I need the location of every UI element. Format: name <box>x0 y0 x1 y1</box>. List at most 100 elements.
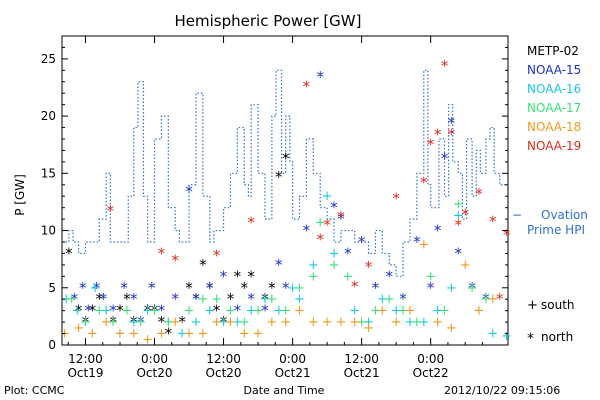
x-axis-label: Date and Time <box>244 384 325 397</box>
data-point: + <box>349 304 360 319</box>
data-point: * <box>213 247 221 265</box>
legend-entry: METP-02 <box>527 44 579 58</box>
data-point: * <box>130 313 138 331</box>
data-point: + <box>294 304 305 319</box>
data-point: + <box>66 292 77 307</box>
data-point: + <box>322 315 333 330</box>
x-tick-label-date: Oct21 <box>275 366 311 380</box>
data-point: + <box>218 315 229 330</box>
data-point: * <box>96 290 104 308</box>
data-point: + <box>384 292 395 307</box>
legend-entry: NOAA-17 <box>527 101 581 115</box>
data-point: + <box>377 304 388 319</box>
data-point: + <box>501 329 512 344</box>
x-tick-label-date: Oct21 <box>344 366 380 380</box>
data-point: * <box>178 313 186 331</box>
data-point: * <box>171 251 179 269</box>
data-point: * <box>109 313 117 331</box>
data-point: * <box>130 290 138 308</box>
data-point: * <box>337 208 345 226</box>
data-point: + <box>280 315 291 330</box>
data-point: * <box>84 302 92 320</box>
data-point: * <box>123 290 131 308</box>
y-tick-label: 10 <box>41 224 56 238</box>
data-point: * <box>206 279 214 297</box>
data-point: * <box>100 290 108 308</box>
data-point: * <box>344 244 352 262</box>
data-point: + <box>363 321 374 336</box>
data-point: * <box>461 206 469 224</box>
series-noaa-16: +++++++++++++ ++++++++++++++ ++++++ + <box>61 189 512 344</box>
data-point: + <box>411 315 422 330</box>
data-point: + <box>184 327 195 342</box>
data-point: * <box>448 114 456 132</box>
data-point: * <box>434 125 442 143</box>
data-point: * <box>303 77 311 95</box>
data-point: + <box>425 269 436 284</box>
data-point: + <box>211 315 222 330</box>
data-point: + <box>398 304 409 319</box>
data-point: * <box>316 231 324 249</box>
data-point: * <box>227 290 235 308</box>
series-noaa-15: ************************************** <box>71 68 490 331</box>
data-points: ********** ******************************… <box>59 57 512 348</box>
x-tick-label-time: 12:00 <box>206 352 241 366</box>
data-point: + <box>156 327 167 342</box>
data-point: + <box>190 315 201 330</box>
data-point: + <box>480 292 491 307</box>
data-point: + <box>308 315 319 330</box>
data-point: + <box>322 189 333 204</box>
data-point: + <box>329 246 340 261</box>
data-point: + <box>308 258 319 273</box>
data-point: * <box>247 290 255 308</box>
data-point: * <box>496 290 504 308</box>
data-point: + <box>184 304 195 319</box>
data-point: * <box>151 302 159 320</box>
data-point: + <box>225 315 236 330</box>
data-point: + <box>149 304 160 319</box>
data-point: * <box>420 173 428 191</box>
series-noaa-17: ++++++++++ +++++++++++++++++++++ <box>66 197 491 330</box>
data-point: * <box>171 290 179 308</box>
data-point: * <box>441 57 449 75</box>
data-point: + <box>363 315 374 330</box>
legend-ovation-label: Ovation <box>541 208 588 222</box>
data-point: + <box>460 258 471 273</box>
plot-frame <box>61 35 509 346</box>
data-point: * <box>120 279 128 297</box>
data-point: + <box>391 315 402 330</box>
axes: 051015202512:00Oct190:00Oct2012:00Oct200… <box>41 36 508 380</box>
data-point: * <box>282 149 290 167</box>
data-point: * <box>137 313 145 331</box>
data-point: * <box>93 279 101 297</box>
data-point: + <box>273 304 284 319</box>
x-tick-label-time: 0:00 <box>417 352 444 366</box>
data-point: + <box>467 281 478 296</box>
data-point: + <box>80 315 91 330</box>
data-point: + <box>342 269 353 284</box>
data-point: * <box>220 267 228 285</box>
data-point: * <box>234 267 242 285</box>
data-point: * <box>365 258 373 276</box>
data-point: + <box>163 315 174 330</box>
series-noaa-19: ** * ***** *************** <box>107 57 511 308</box>
data-point: * <box>148 279 156 297</box>
x-tick-label-date: Oct19 <box>67 366 103 380</box>
data-point: * <box>316 68 324 86</box>
data-point: + <box>308 269 319 284</box>
data-point: * <box>75 302 83 320</box>
data-point: * <box>386 267 394 285</box>
data-point: + <box>177 327 188 342</box>
data-point: + <box>142 332 153 347</box>
data-point: * <box>158 244 166 262</box>
data-point: * <box>192 290 200 308</box>
data-point: + <box>101 315 112 330</box>
x-tick-label-date: Oct20 <box>206 366 242 380</box>
y-tick-label: 20 <box>41 109 56 123</box>
data-point: + <box>108 315 119 330</box>
data-point: * <box>109 302 117 320</box>
data-point: + <box>432 315 443 330</box>
ovation-hpi-line <box>62 69 508 277</box>
data-point: * <box>220 313 228 331</box>
data-point: * <box>89 302 97 320</box>
